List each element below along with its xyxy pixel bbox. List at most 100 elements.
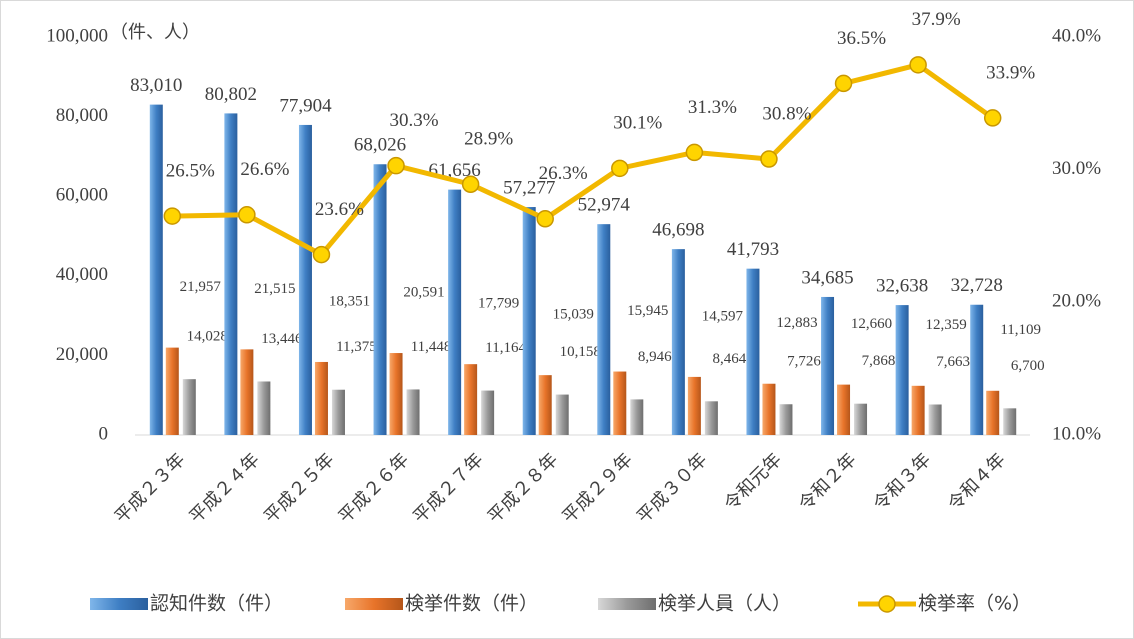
marker — [685, 143, 704, 162]
marker — [461, 175, 480, 194]
data-label: 11,109 — [1000, 322, 1041, 338]
data-label: 26.6% — [240, 159, 289, 180]
data-label: 15,945 — [627, 303, 668, 319]
data-label: 26.3% — [539, 163, 588, 184]
data-label: 12,359 — [926, 317, 967, 333]
data-label: 32,638 — [876, 275, 928, 296]
bar — [928, 404, 942, 435]
bar — [854, 403, 868, 435]
bar — [555, 394, 569, 435]
data-label: 12,660 — [851, 316, 892, 332]
bar — [687, 376, 701, 435]
bar — [911, 385, 925, 435]
marker — [611, 159, 629, 178]
bar — [704, 401, 718, 435]
bar — [298, 124, 312, 435]
marker — [983, 109, 1002, 127]
y-tick-label: 100,000 — [46, 25, 108, 46]
bar — [613, 371, 627, 435]
data-label: 7,868 — [862, 353, 896, 369]
legend-label: 検挙率（%） — [918, 593, 1031, 615]
bar — [895, 305, 909, 435]
marker — [238, 206, 256, 224]
data-label: 83,010 — [130, 75, 182, 96]
marker — [909, 56, 927, 74]
data-label: 80,802 — [205, 84, 257, 105]
data-label: 14,597 — [702, 308, 744, 324]
data-label: 26.5% — [166, 160, 215, 181]
bar — [1003, 408, 1017, 435]
bar — [837, 384, 851, 435]
bar — [240, 349, 254, 435]
bar — [406, 389, 420, 435]
marker — [760, 150, 778, 168]
bar — [538, 375, 552, 435]
bar — [464, 364, 478, 435]
y2-tick-label: 30.0% — [1052, 158, 1101, 179]
data-label: 30.3% — [390, 110, 439, 131]
bar — [630, 399, 644, 435]
data-label: 20,591 — [403, 284, 444, 300]
legend-label: 認知件数（件） — [150, 593, 283, 615]
y-tick-label: 20,000 — [56, 344, 108, 365]
data-label: 17,799 — [478, 296, 519, 312]
legend-label: 検挙件数（件） — [405, 593, 538, 615]
bar — [331, 389, 345, 435]
legend-swatch — [90, 598, 148, 610]
data-label: 77,904 — [279, 95, 332, 116]
data-label: 41,793 — [727, 239, 779, 260]
y-unit-label: （件、人） — [110, 22, 200, 43]
bar — [389, 353, 403, 435]
data-label: 30.1% — [613, 113, 662, 134]
bar — [746, 268, 760, 435]
legend-marker — [878, 595, 896, 613]
data-label: 6,700 — [1011, 358, 1045, 374]
bar — [182, 379, 196, 435]
y2-tick-label: 10.0% — [1052, 423, 1101, 444]
y-tick-label: 60,000 — [56, 185, 108, 206]
data-label: 28.9% — [464, 129, 513, 150]
data-label: 68,026 — [354, 135, 406, 156]
data-label: 21,957 — [180, 279, 222, 295]
data-label: 12,883 — [776, 315, 817, 331]
legend-swatch — [598, 598, 656, 610]
marker — [834, 74, 853, 93]
bar — [986, 390, 1000, 435]
bar — [257, 381, 271, 435]
line — [172, 62, 995, 258]
data-label: 14,028 — [187, 329, 228, 345]
bar — [970, 304, 984, 435]
data-label: 15,039 — [553, 307, 594, 323]
marker — [312, 245, 331, 264]
bar — [821, 296, 835, 435]
data-label: 10,158 — [560, 344, 601, 360]
bar — [149, 104, 163, 435]
data-label: 11,164 — [485, 340, 526, 356]
y-tick-label: 0 — [99, 423, 109, 444]
data-label: 30.8% — [762, 103, 811, 124]
data-label: 11,448 — [411, 339, 452, 355]
data-label: 11,375 — [336, 339, 377, 355]
bar — [597, 224, 611, 435]
y-tick-label: 80,000 — [56, 105, 108, 126]
bar — [671, 249, 685, 435]
data-label: 13,446 — [261, 331, 303, 347]
bar — [314, 361, 328, 435]
data-label: 8,946 — [638, 349, 672, 365]
bar — [373, 164, 387, 435]
legend-label: 検挙人員（人） — [658, 593, 791, 615]
data-label: 57,277 — [503, 177, 555, 198]
bar — [165, 347, 179, 435]
bar — [448, 189, 462, 435]
bar — [481, 390, 495, 435]
data-label: 7,663 — [936, 354, 970, 370]
data-label: 32,728 — [951, 275, 1003, 296]
marker — [387, 156, 405, 175]
data-label: 18,351 — [329, 293, 370, 309]
data-label: 52,974 — [578, 195, 631, 216]
bar — [224, 113, 238, 435]
data-label: 37.9% — [912, 9, 961, 30]
data-label: 34,685 — [801, 267, 853, 288]
